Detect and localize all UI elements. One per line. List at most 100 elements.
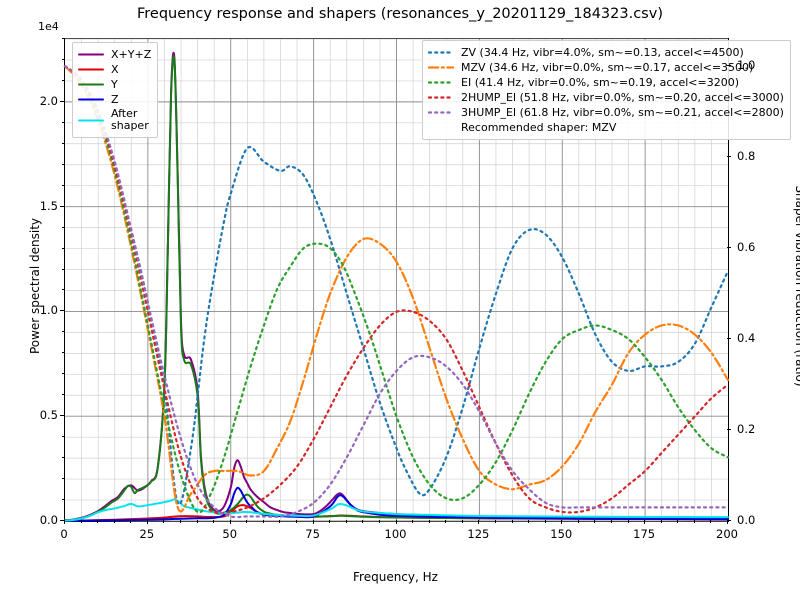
y2-tick-label: 0.4: [737, 331, 756, 346]
x-tick-label: 200: [716, 527, 738, 541]
legend-item-zv[interactable]: ZV (34.4 Hz, vibr=4.0%, sm~=0.13, accel<…: [428, 45, 784, 60]
legend-item-mzv[interactable]: MZV (34.6 Hz, vibr=0.0%, sm~=0.17, accel…: [428, 60, 784, 75]
legend-line-swatch: [428, 47, 454, 58]
legend-item-label: EI (41.4 Hz, vibr=0.0%, sm~=0.19, accel<…: [461, 75, 739, 89]
x-minor-tick: [163, 520, 165, 523]
x-minor-tick: [577, 520, 579, 523]
series-ei: [63, 65, 730, 514]
y-tick-label: 1.0: [39, 303, 58, 318]
legend-item-ei[interactable]: EI (41.4 Hz, vibr=0.0%, sm~=0.19, accel<…: [428, 75, 784, 90]
legend-item-z[interactable]: Z: [78, 92, 151, 107]
y-minor-tick: [61, 163, 64, 165]
legend-line-swatch: [78, 94, 104, 105]
legend-item-label: Y: [111, 77, 118, 91]
legend-item-after-shaper[interactable]: After shaper: [78, 107, 151, 133]
y-minor-tick: [61, 352, 64, 354]
x-minor-tick: [627, 520, 629, 523]
y-minor-tick: [61, 142, 64, 144]
x-minor-tick: [196, 520, 198, 523]
x-minor-tick: [677, 520, 679, 523]
x-axis-label: Frequency, Hz: [353, 570, 438, 584]
x-minor-tick: [544, 520, 546, 523]
x-minor-tick: [345, 520, 347, 523]
x-minor-tick: [412, 520, 414, 523]
y2-tick-mark: [727, 156, 731, 158]
y-minor-tick: [61, 79, 64, 81]
y-tick-mark: [60, 205, 64, 207]
x-tick-label: 75: [305, 527, 320, 541]
x-minor-tick: [594, 520, 596, 523]
legend-item-label: X: [111, 62, 119, 76]
y2-tick-mark: [727, 520, 731, 521]
legend-item-label: X+Y+Z: [111, 47, 152, 61]
y-minor-tick: [61, 373, 64, 375]
legend-item-y[interactable]: Y: [78, 77, 151, 92]
x-tick-mark: [312, 520, 314, 524]
x-tick-mark: [478, 520, 480, 524]
y-minor-tick: [61, 38, 64, 39]
legend-item-label: 2HUMP_EI (51.8 Hz, vibr=0.0%, sm~=0.20, …: [461, 90, 784, 104]
legend-line-swatch: [78, 79, 104, 90]
y-minor-tick: [61, 331, 64, 333]
series-mzv: [63, 65, 730, 513]
x-minor-tick: [296, 520, 298, 523]
x-minor-tick: [213, 520, 215, 523]
x-tick-label: 150: [550, 527, 573, 541]
y-minor-tick: [61, 478, 64, 480]
x-minor-tick: [97, 520, 99, 523]
legend-line-swatch: [78, 115, 104, 126]
x-minor-tick: [180, 520, 182, 523]
legend-item-label: ZV (34.4 Hz, vibr=4.0%, sm~=0.13, accel<…: [461, 45, 744, 59]
legend-item-x[interactable]: X: [78, 62, 151, 77]
y-minor-tick: [61, 184, 64, 186]
y-tick-mark: [60, 415, 64, 417]
y-minor-tick: [61, 289, 64, 291]
x-minor-tick: [362, 520, 364, 523]
x-minor-tick: [610, 520, 612, 523]
y2-tick-mark: [727, 429, 731, 431]
legend-item-label: MZV (34.6 Hz, vibr=0.0%, sm~=0.17, accel…: [461, 60, 754, 74]
shaper-legend: ZV (34.4 Hz, vibr=4.0%, sm~=0.13, accel<…: [422, 40, 791, 140]
legend-line-swatch: [428, 77, 454, 88]
y2-tick-label: 0.0: [737, 513, 756, 527]
y-tick-mark: [60, 100, 64, 102]
y-tick-label: 1.5: [39, 198, 58, 213]
series-y: [64, 55, 729, 522]
grid-lines: [65, 38, 728, 522]
series-2hump-ei: [63, 65, 730, 515]
x-minor-tick: [262, 520, 264, 523]
x-minor-tick: [511, 520, 513, 523]
x-minor-tick: [378, 520, 380, 523]
y2-axis-label: Shaper vibration reduction (ratio): [793, 185, 800, 387]
x-tick-label: 0: [60, 527, 68, 541]
y-tick-label: 2.0: [39, 93, 58, 108]
x-tick-mark: [146, 520, 148, 524]
x-tick-mark: [727, 520, 728, 524]
x-tick-mark: [395, 520, 397, 524]
y-minor-tick: [61, 499, 64, 501]
y-minor-tick: [61, 394, 64, 396]
x-minor-tick: [130, 520, 132, 523]
x-tick-label: 125: [467, 527, 490, 541]
y-tick-mark: [60, 310, 64, 312]
legend-item-label: Z: [111, 92, 119, 106]
legend-item-2hump-ei[interactable]: 2HUMP_EI (51.8 Hz, vibr=0.0%, sm~=0.20, …: [428, 90, 784, 105]
legend-item-label: 3HUMP_EI (61.8 Hz, vibr=0.0%, sm~=0.21, …: [461, 105, 784, 119]
x-tick-mark: [644, 520, 646, 524]
x-minor-tick: [494, 520, 496, 523]
x-tick-label: 175: [633, 527, 656, 541]
x-tick-mark: [229, 520, 231, 524]
legend-item-label: After shaper: [111, 107, 149, 132]
recommended-shaper-note: Recommended shaper: MZV: [461, 120, 617, 134]
x-minor-tick: [693, 520, 695, 523]
series-z: [64, 486, 729, 522]
legend-line-swatch: [428, 62, 454, 73]
legend-item-3hump-ei[interactable]: 3HUMP_EI (61.8 Hz, vibr=0.0%, sm~=0.21, …: [428, 105, 784, 120]
y-minor-tick: [61, 436, 64, 438]
x-minor-tick: [246, 520, 248, 523]
y2-tick-mark: [727, 247, 731, 249]
psd-legend: X+Y+Z X Y Z After shaper: [72, 42, 159, 138]
x-minor-tick: [660, 520, 662, 523]
legend-item-x-y-z[interactable]: X+Y+Z: [78, 47, 151, 62]
